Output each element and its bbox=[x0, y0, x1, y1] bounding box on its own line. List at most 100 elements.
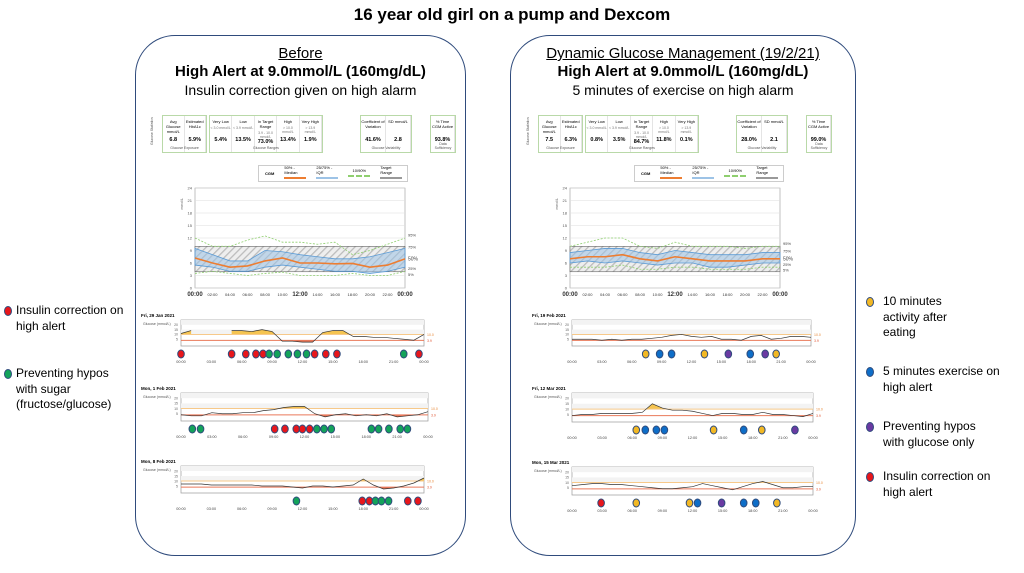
percentile-label: 50% bbox=[783, 256, 794, 262]
legend-line: eating bbox=[883, 325, 916, 339]
x-tick-label: 08:00 bbox=[260, 292, 271, 297]
event-marker-glucose_only bbox=[717, 498, 726, 508]
glucose-trace bbox=[181, 477, 425, 490]
y-tick-label: 5 bbox=[567, 413, 569, 417]
event-marker-insulin bbox=[305, 424, 314, 434]
event-marker-insulin bbox=[358, 496, 367, 506]
y-tick-label: 21 bbox=[188, 198, 193, 203]
event-marker-insulin bbox=[281, 424, 289, 434]
stat-ranges-2: In Target Range 3.9 - 10.0 mmol/L 84.7% bbox=[631, 116, 654, 152]
y-tick-label: 20 bbox=[174, 323, 178, 327]
stat-label: Very High bbox=[301, 119, 319, 124]
glucose-trace bbox=[572, 334, 812, 341]
event-marker-insulin bbox=[597, 498, 605, 508]
band bbox=[572, 403, 813, 410]
x-tick-label: 16:00 bbox=[330, 292, 341, 297]
purple-dot-icon bbox=[866, 422, 874, 432]
x-tick-label: 08:00 bbox=[635, 292, 646, 297]
y-tick-label: 5 bbox=[567, 486, 569, 490]
event-marker-insulin bbox=[242, 349, 250, 359]
event-marker-insulin bbox=[414, 496, 422, 506]
event-marker-activity bbox=[773, 498, 781, 508]
event-marker-sugar bbox=[273, 349, 281, 359]
stat-label: Avg Glucose mmol/L bbox=[541, 119, 557, 134]
threshold-label: 10.0 bbox=[816, 481, 823, 485]
legend-swatch bbox=[316, 177, 339, 182]
legend-text: Preventing hypos with sugar (fructose/gluc… bbox=[16, 366, 156, 413]
x-tick-label: 09:00 bbox=[267, 507, 277, 511]
stat-sublabel: > 10.0 mmol/L bbox=[658, 126, 670, 134]
x-tick-label: 10:00 bbox=[277, 292, 288, 297]
stat-ranges-0: Very Low < 3.0 mmol/L 5.4% bbox=[210, 116, 233, 152]
x-tick-label: 06:00 bbox=[242, 292, 253, 297]
event-marker-sugar bbox=[377, 496, 386, 506]
stat-value: 3.5% bbox=[612, 137, 626, 143]
event-marker-sugar bbox=[313, 424, 321, 434]
stat-variability-0: Coefficient of Variation 28.0% bbox=[737, 116, 762, 152]
legend-label: 25/75% - IQR bbox=[316, 165, 333, 175]
event-marker-insulin bbox=[270, 424, 279, 434]
percentile-label: 5% bbox=[408, 272, 414, 277]
stats-box-variability: Coefficient of Variation 28.0% SD mmol/L 2.… bbox=[736, 115, 788, 153]
x-tick-label: 20:00 bbox=[740, 292, 751, 297]
x-tick-label: 03:00 bbox=[597, 436, 607, 440]
stat-ranges-2: In Target Range 3.9 - 10.0 mmol/L 73.0% bbox=[255, 116, 278, 152]
iqr-band bbox=[569, 248, 781, 268]
percentile-label: 5% bbox=[783, 268, 789, 273]
x-tick-label: 22:00 bbox=[382, 292, 393, 297]
event-marker-exercise bbox=[641, 425, 650, 435]
legend-cgm: CGM bbox=[641, 171, 651, 176]
threshold-label: 10.0 bbox=[814, 333, 821, 337]
glucose-trace bbox=[180, 406, 429, 418]
event-marker-exercise bbox=[655, 349, 664, 359]
x-tick-label: 00:00 bbox=[772, 292, 788, 298]
x-tick-label: 04:00 bbox=[225, 292, 236, 297]
y-axis-label: Glucose (mmol/L) bbox=[143, 468, 171, 472]
y-axis-label: Glucose (mmol/L) bbox=[534, 469, 562, 473]
x-tick-label: 22:00 bbox=[757, 292, 768, 297]
y-tick-label: 20 bbox=[565, 397, 569, 401]
legend-label: 10/90% bbox=[352, 167, 367, 173]
x-tick-label: 18:00 bbox=[347, 292, 358, 297]
event-marker-sugar bbox=[188, 424, 197, 434]
stat-value: 41.6% bbox=[365, 137, 381, 143]
p95-line bbox=[569, 237, 780, 249]
event-marker-exercise bbox=[739, 425, 748, 435]
event-marker-glucose_only bbox=[761, 349, 769, 359]
band bbox=[181, 403, 428, 409]
legend-line: (fructose/glucose) bbox=[16, 397, 112, 411]
stat-value: 99.0% bbox=[810, 137, 827, 143]
x-tick-label: 03:00 bbox=[597, 509, 607, 513]
stat-label: % Time CGM Active bbox=[431, 119, 454, 129]
y-tick-label: 10 bbox=[174, 479, 178, 483]
legend-text: 10 minutes activity after eating bbox=[883, 294, 1023, 341]
legend-median: 50% - Median bbox=[284, 165, 307, 182]
date-label: Fri, 12 Mar 2021 bbox=[532, 386, 566, 391]
legend-iqr: 25/75% - IQR bbox=[316, 165, 339, 182]
event-marker-sugar bbox=[196, 424, 205, 434]
slide-title: 16 year old girl on a pump and Dexcom bbox=[353, 5, 671, 24]
p95-line bbox=[194, 235, 406, 256]
high-fill bbox=[181, 406, 428, 409]
stat-sublabel: < 3.9 mmol/L bbox=[232, 126, 254, 130]
event-marker-activity bbox=[632, 425, 641, 435]
stat-value: 5.9% bbox=[188, 137, 202, 143]
stat-sublabel: < 3.9 mmol/L bbox=[608, 126, 630, 130]
legend-line: high alert bbox=[883, 484, 933, 499]
x-tick-label: 09:00 bbox=[658, 436, 668, 440]
x-tick-label: 06:00 bbox=[627, 436, 637, 440]
stat-label: Low bbox=[615, 119, 623, 124]
yellow-dot-icon bbox=[866, 297, 874, 307]
event-marker-insulin bbox=[292, 424, 301, 434]
stats-box-active: % Time CGM Active 99.0% Data Sufficiency bbox=[806, 115, 832, 153]
band bbox=[572, 393, 813, 399]
threshold-label: 3.9 bbox=[816, 487, 821, 491]
y-tick-label: 10 bbox=[565, 407, 569, 411]
legend-label: 10/90% bbox=[728, 167, 743, 173]
x-tick-label: 12:00 bbox=[687, 360, 697, 364]
event-marker-activity bbox=[700, 349, 709, 359]
x-tick-label: 00:00 bbox=[419, 360, 429, 364]
x-tick-label: 06:00 bbox=[627, 360, 637, 364]
